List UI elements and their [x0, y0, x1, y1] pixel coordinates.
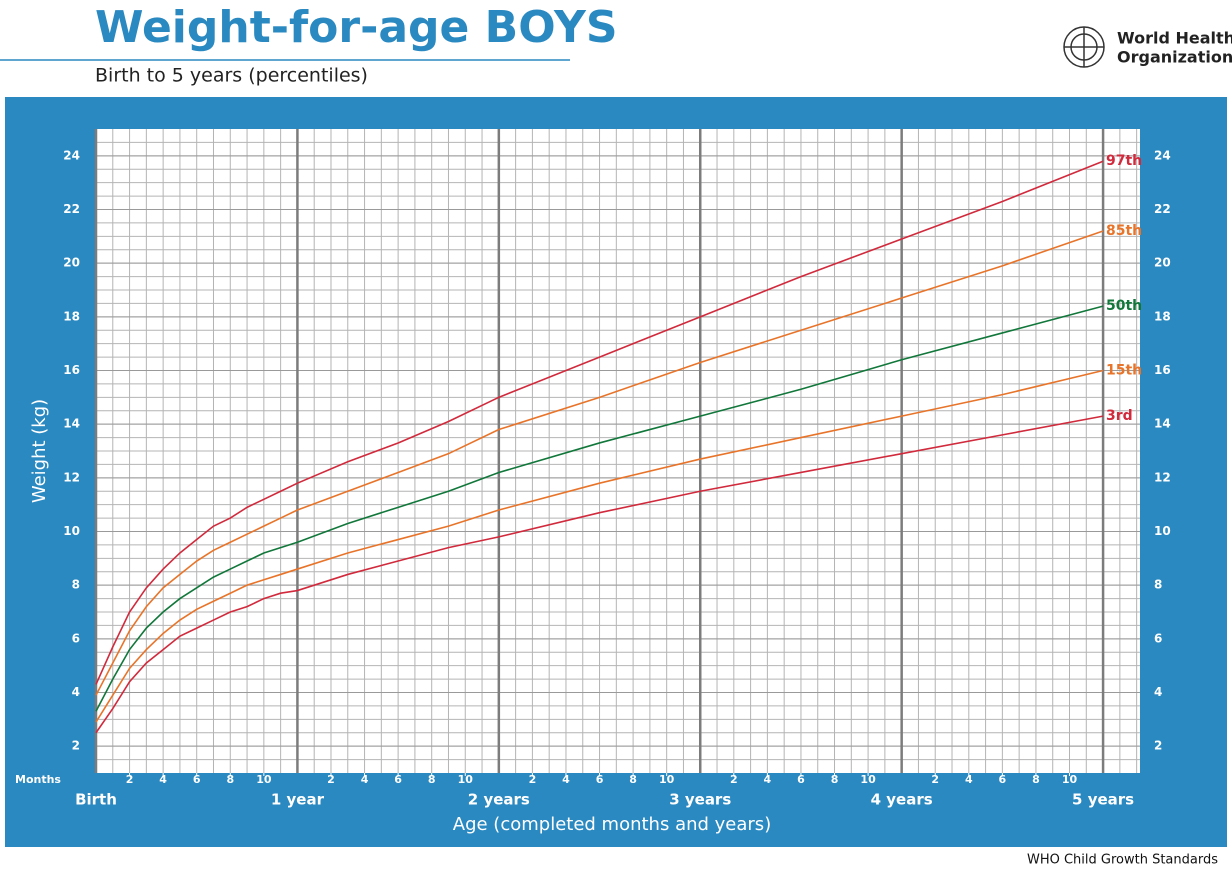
y-tick-label: 2 — [1154, 739, 1162, 753]
minor-x-tick-label: 6 — [999, 773, 1007, 786]
minor-x-tick-label: 4 — [764, 773, 772, 786]
minor-x-tick-label: 4 — [562, 773, 570, 786]
minor-x-tick-label: 8 — [226, 773, 234, 786]
x-tick-label: Birth — [75, 791, 117, 809]
org-name: Organization — [1117, 48, 1232, 67]
y-tick-label: 18 — [63, 309, 80, 323]
y-tick-label: 8 — [72, 578, 80, 592]
percentile-line — [95, 415, 1104, 734]
y-tick-label: 14 — [1154, 417, 1171, 431]
minor-x-tick-label: 10 — [659, 773, 675, 786]
minor-x-tick-label: 6 — [394, 773, 402, 786]
minor-x-tick-label: 10 — [458, 773, 474, 786]
minor-x-tick-label: 8 — [428, 773, 436, 786]
minor-axis-label: Months — [15, 773, 61, 786]
minor-x-tick-label: 10 — [1062, 773, 1078, 786]
minor-x-tick-label: 2 — [126, 773, 134, 786]
x-tick-label: 4 years — [871, 791, 933, 809]
subtitle: Birth to 5 years (percentiles) — [95, 65, 368, 87]
x-tick-label: 5 years — [1072, 791, 1134, 809]
series-label: 85th — [1106, 223, 1142, 239]
y-tick-label: 2 — [72, 739, 80, 753]
who-emblem — [1063, 26, 1105, 68]
minor-x-tick-label: 4 — [361, 773, 369, 786]
minor-x-tick-label: 4 — [965, 773, 973, 786]
x-axis-label: Age (completed months and years) — [453, 814, 771, 835]
y-tick-label: 12 — [1154, 470, 1171, 484]
org-name: World Health — [1117, 29, 1232, 48]
y-tick-label: 16 — [1154, 363, 1171, 377]
x-tick-label: 1 year — [271, 791, 325, 809]
series-label: 3rd — [1106, 408, 1133, 424]
x-tick-label: 2 years — [468, 791, 530, 809]
y-axis-label: Weight (kg) — [29, 399, 50, 503]
y-tick-label: 20 — [1154, 256, 1171, 270]
minor-x-tick-label: 6 — [797, 773, 805, 786]
y-tick-label: 4 — [72, 685, 80, 699]
minor-x-tick-label: 10 — [860, 773, 876, 786]
minor-x-tick-label: 4 — [159, 773, 167, 786]
y-tick-label: 14 — [63, 417, 80, 431]
y-tick-label: 18 — [1154, 309, 1171, 323]
percentile-line — [95, 230, 1104, 696]
y-tick-label: 6 — [72, 631, 80, 645]
minor-x-tick-label: 2 — [529, 773, 537, 786]
series-label: 97th — [1106, 153, 1142, 169]
percentile-line — [95, 305, 1104, 712]
series-label: 15th — [1106, 363, 1142, 379]
y-tick-label: 24 — [63, 148, 80, 162]
y-tick-label: 20 — [63, 256, 80, 270]
minor-x-tick-label: 2 — [327, 773, 335, 786]
minor-x-tick-label: 8 — [1032, 773, 1040, 786]
y-tick-label: 24 — [1154, 148, 1171, 162]
footer: WHO Child Growth Standards — [1027, 853, 1218, 868]
minor-x-tick-label: 6 — [596, 773, 604, 786]
y-tick-label: 8 — [1154, 578, 1162, 592]
minor-x-tick-label: 2 — [730, 773, 738, 786]
minor-x-tick-label: 10 — [256, 773, 272, 786]
title: Weight-for-age BOYS — [95, 2, 618, 53]
minor-x-tick-label: 8 — [629, 773, 637, 786]
y-tick-label: 10 — [63, 524, 80, 538]
minor-x-tick-label: 6 — [193, 773, 201, 786]
y-tick-label: 6 — [1154, 631, 1162, 645]
y-tick-label: 4 — [1154, 685, 1162, 699]
minor-x-tick-label: 8 — [831, 773, 839, 786]
y-tick-label: 12 — [63, 470, 80, 484]
series-label: 50th — [1106, 298, 1142, 314]
percentile-line — [95, 160, 1104, 685]
y-tick-label: 22 — [1154, 202, 1171, 216]
minor-x-tick-label: 2 — [931, 773, 939, 786]
y-tick-label: 22 — [63, 202, 80, 216]
y-tick-label: 16 — [63, 363, 80, 377]
percentile-line — [95, 369, 1104, 723]
x-tick-label: 3 years — [669, 791, 731, 809]
y-tick-label: 10 — [1154, 524, 1171, 538]
